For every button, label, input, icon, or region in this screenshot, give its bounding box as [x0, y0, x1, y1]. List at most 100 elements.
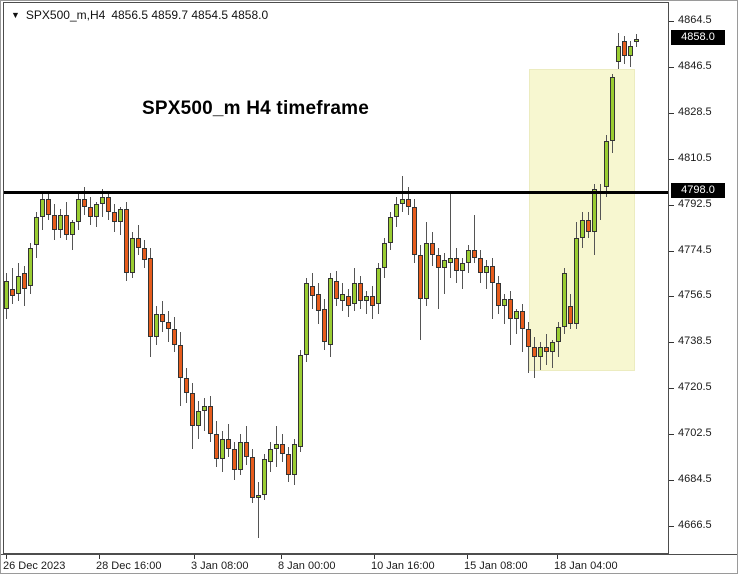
bull-candle-body — [400, 199, 405, 205]
time-axis-label: 10 Jan 16:00 — [371, 560, 435, 572]
bear-candle-body — [136, 237, 141, 248]
price-axis-label: 4792.5 — [678, 197, 712, 210]
current-price-box: 4858.0 — [671, 29, 725, 45]
candle-wick — [366, 291, 367, 315]
candle-wick — [600, 183, 601, 220]
bear-candle-body — [454, 257, 459, 271]
bear-candle-body — [250, 456, 255, 498]
bear-candle-body — [184, 377, 189, 394]
bull-candle-body — [466, 250, 471, 264]
bear-candle-body — [490, 265, 495, 284]
bull-candle-body — [94, 204, 99, 218]
price-scale[interactable]: 4858.0 4798.0 4864.5 4846.5 4828.5 4810.5 47… — [669, 1, 737, 554]
candle-wick — [12, 268, 13, 304]
price-axis-label: 4846.5 — [678, 59, 712, 72]
price-axis-label: 4720.5 — [678, 381, 712, 394]
bull-candle-body — [628, 46, 633, 57]
candle-wick — [474, 214, 475, 264]
bull-candle-body — [130, 237, 135, 274]
bear-candle-body — [526, 329, 531, 348]
bear-candle-body — [406, 199, 411, 207]
bull-candle-body — [562, 273, 567, 327]
bull-candle-body — [268, 449, 273, 462]
bear-candle-body — [310, 285, 315, 297]
price-tick — [669, 388, 674, 390]
candle-wick — [534, 336, 535, 378]
bull-candle-body — [4, 280, 9, 309]
chart-plot-area[interactable]: ▼ SPX500_m,H4 4856.5 4859.7 4854.5 4858.… — [3, 2, 669, 554]
bull-candle-body — [28, 247, 33, 286]
time-tick — [374, 555, 375, 559]
bull-candle-body — [100, 196, 105, 205]
bear-candle-body — [280, 444, 285, 455]
price-tick — [669, 480, 674, 482]
price-axis-label: 4702.5 — [678, 427, 712, 440]
time-tick — [467, 555, 468, 559]
bull-candle-body — [382, 242, 387, 269]
time-tick — [281, 555, 282, 559]
bull-candle-body — [376, 268, 381, 304]
bull-candle-body — [202, 405, 207, 411]
bear-candle-body — [586, 219, 591, 233]
time-scale[interactable]: 26 Dec 2023 28 Dec 16:00 3 Jan 08:00 8 Jan … — [1, 554, 737, 573]
bull-candle-body — [610, 76, 615, 141]
price-axis-label: 4666.5 — [678, 519, 712, 531]
bear-candle-body — [508, 298, 513, 320]
price-axis-label: 4756.5 — [678, 289, 712, 302]
bear-candle-body — [286, 454, 291, 475]
bear-candle-body — [544, 347, 549, 353]
bull-candle-body — [574, 237, 579, 325]
bull-candle-body — [58, 214, 63, 230]
candle-wick — [486, 260, 487, 289]
time-axis-label: 28 Dec 16:00 — [96, 560, 162, 572]
bull-candle-body — [388, 217, 393, 243]
time-tick — [194, 555, 195, 559]
chart-title-bar: ▼ SPX500_m,H4 4856.5 4859.7 4854.5 4858.… — [11, 8, 268, 22]
bull-candle-body — [292, 444, 297, 475]
bear-candle-body — [496, 283, 501, 307]
bull-candle-body — [502, 298, 507, 307]
price-tick — [669, 250, 674, 252]
bear-candle-body — [46, 199, 51, 215]
chart-dropdown-icon[interactable]: ▼ — [11, 9, 20, 20]
horizontal-price-line[interactable] — [4, 190, 668, 194]
bear-candle-body — [124, 209, 129, 274]
bull-candle-body — [16, 275, 21, 294]
bear-candle-body — [214, 433, 219, 460]
candle-wick — [444, 252, 445, 294]
candle-wick — [204, 398, 205, 432]
bear-candle-body — [346, 296, 351, 307]
bull-candle-body — [34, 217, 39, 246]
bear-candle-body — [478, 257, 483, 274]
bear-candle-body — [334, 280, 339, 299]
candle-wick — [450, 194, 451, 279]
bear-candle-body — [358, 283, 363, 302]
bear-candle-body — [160, 314, 165, 322]
price-tick — [669, 526, 674, 527]
time-tick — [557, 555, 558, 559]
bear-candle-body — [418, 255, 423, 299]
price-axis-label: 4828.5 — [678, 105, 712, 118]
bull-candle-body — [256, 495, 261, 498]
price-tick — [669, 66, 674, 68]
bear-candle-body — [52, 214, 57, 230]
chart-annotation-text: SPX500_m H4 timeframe — [142, 98, 370, 119]
bull-candle-body — [298, 354, 303, 447]
bear-candle-body — [190, 393, 195, 427]
bear-candle-body — [622, 41, 627, 57]
bull-candle-body — [76, 199, 81, 223]
bear-candle-body — [106, 196, 111, 212]
candle-wick — [438, 247, 439, 309]
price-tick — [669, 296, 674, 298]
price-tick — [669, 204, 674, 206]
bear-candle-body — [412, 206, 417, 256]
bear-candle-body — [520, 311, 525, 330]
bull-candle-body — [196, 410, 201, 427]
bear-candle-body — [166, 321, 171, 330]
candle-wick — [516, 308, 517, 335]
time-tick — [99, 555, 100, 559]
time-axis-label: 8 Jan 00:00 — [278, 560, 336, 572]
bull-candle-body — [220, 439, 225, 460]
bear-candle-body — [148, 257, 153, 337]
time-axis-label: 26 Dec 2023 — [3, 560, 66, 572]
